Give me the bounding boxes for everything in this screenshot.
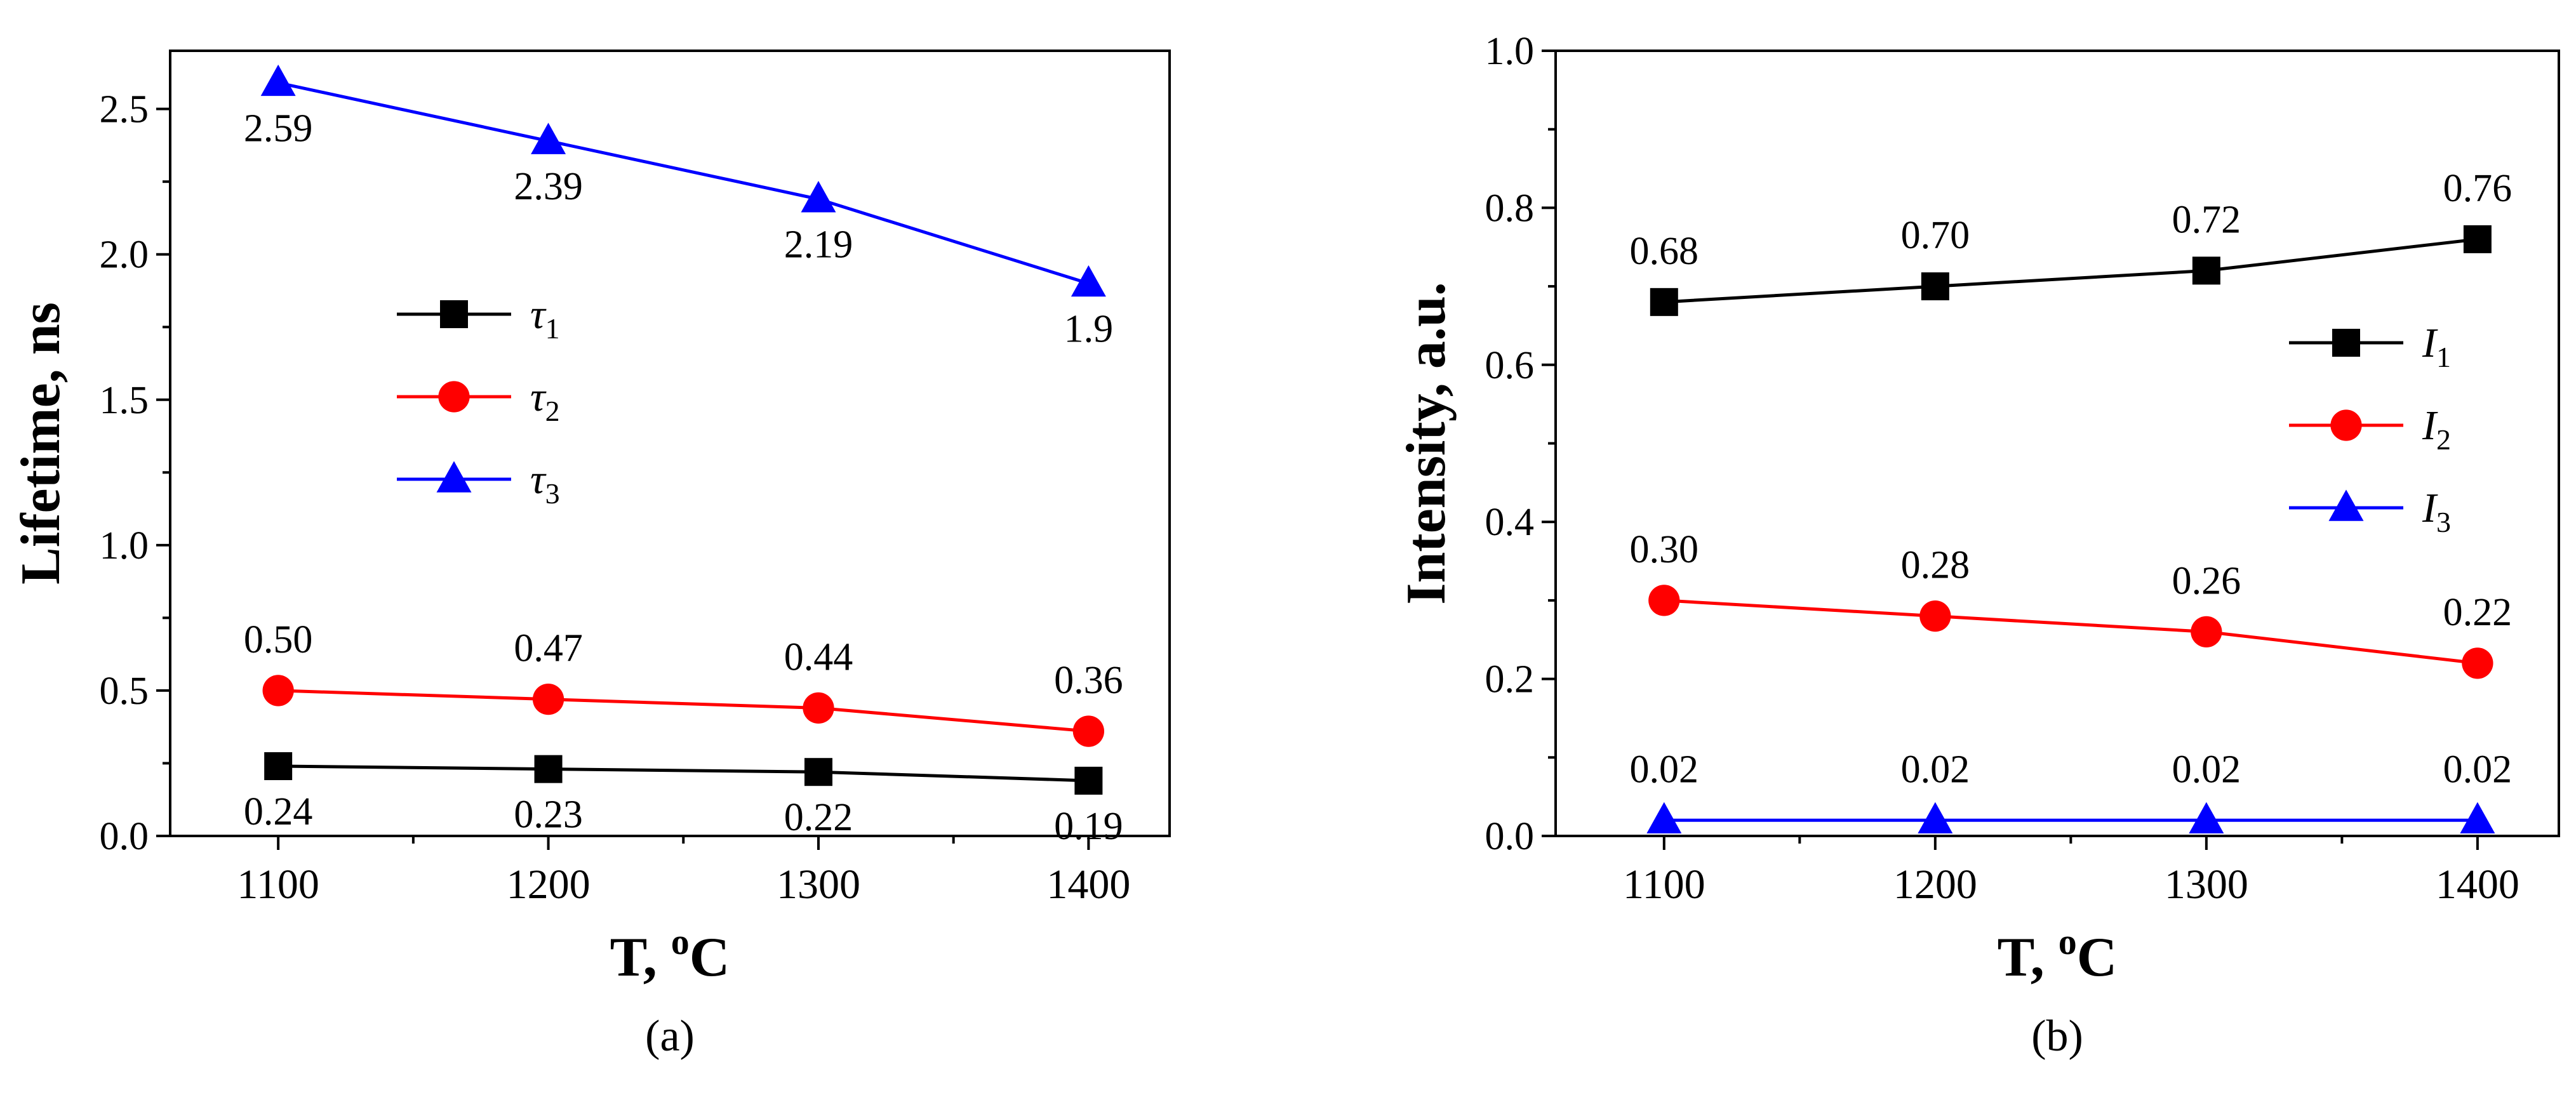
data-label-τ2: 0.47 [514,627,583,670]
data-label-τ3: 2.59 [244,107,313,150]
data-label-I1: 0.68 [1630,230,1699,273]
data-point-τ3 [801,181,836,213]
data-label-τ3: 2.39 [514,165,583,208]
data-label-I1: 0.70 [1901,214,1970,257]
x-tick-label: 1100 [237,861,319,908]
x-tick-label: 1300 [2165,861,2248,908]
data-label-I3: 0.02 [1901,748,1970,791]
y-tick-label: 1.0 [100,524,149,567]
data-label-I3: 0.02 [2443,748,2513,791]
data-point-τ1 [1074,766,1103,795]
data-label-τ1: 0.19 [1054,805,1123,848]
y-axis-title: Lifetime, ns [10,302,72,585]
x-axis-title: T, oC [610,921,730,988]
data-label-I2: 0.28 [1901,544,1970,587]
y-tick-label: 0.8 [1485,187,1535,230]
data-point-I2 [2462,647,2493,679]
data-point-I1 [1650,288,1678,316]
data-point-τ3 [1071,265,1106,297]
data-label-I3: 0.02 [2172,748,2241,791]
legend-label-I1: I1 [2422,320,2451,373]
legend-label-τ3: τ3 [530,456,560,510]
y-axis-title: Intensity, a.u. [1396,282,1457,605]
data-label-τ1: 0.23 [514,793,583,837]
plot-frame [169,50,1171,837]
data-label-τ2: 0.36 [1054,659,1123,702]
y-tick-label: 0.5 [100,670,149,713]
series-line-τ1 [278,764,1089,783]
data-label-τ1: 0.24 [244,790,313,833]
legend-label-τ1: τ1 [530,291,560,345]
data-label-I1: 0.76 [2443,167,2513,210]
data-label-τ3: 1.9 [1064,308,1114,351]
y-tick-label: 2.5 [100,88,149,131]
data-point-τ1 [804,758,832,786]
data-point-τ1 [534,755,563,783]
data-label-I2: 0.26 [2172,559,2241,602]
legend-label-I3: I3 [2422,485,2451,538]
x-tick-label: 1200 [507,861,591,908]
legend-marker-I1 [2332,329,2360,357]
series-line-τ2 [278,689,1089,733]
panel-a-lifetime-chart: 0.0 0.5 1.0 1.5 2.0 2.5 1100 1200 1300 1400 T, oC L… [10,50,1171,1061]
series-line-I2 [1664,599,2478,665]
data-point-I3 [1646,802,1682,834]
panel-b-intensity-chart: 0.0 0.2 0.4 0.6 0.8 1.0 1100 1200 1300 1400 T, oC I… [1396,30,2560,1061]
data-point-τ2 [803,692,834,724]
data-point-I2 [1919,600,1951,632]
x-tick-label: 1100 [1623,861,1705,908]
data-point-τ2 [532,684,564,715]
panel-label: (b) [2031,1012,2083,1061]
data-point-I3 [1918,802,1953,834]
y-tick-label: 0.0 [1485,815,1535,858]
legend-label-τ2: τ2 [530,374,560,427]
x-axis-title: T, oC [1998,921,2118,988]
data-label-τ2: 0.44 [784,635,853,679]
data-label-I1: 0.72 [2172,198,2241,241]
y-tick-label: 1.5 [100,379,149,422]
panel-label: (a) [645,1012,695,1061]
data-point-τ2 [1072,715,1105,747]
series-line-I1 [1664,237,2478,304]
data-point-I2 [1648,585,1680,616]
y-tick-label: 1.0 [1485,30,1535,73]
legend-marker-I2 [2330,409,2362,441]
legend-marker-τ1 [440,300,468,328]
data-label-I3: 0.02 [1630,748,1699,791]
y-tick-label: 0.2 [1485,658,1535,701]
x-tick-label: 1200 [1893,861,1977,908]
data-point-I2 [2191,616,2222,648]
data-label-τ3: 2.19 [784,223,853,267]
x-tick-label: 1300 [777,861,860,908]
data-point-τ2 [262,675,294,706]
y-tick-label: 0.6 [1485,344,1535,387]
x-tick-label: 1400 [2436,861,2519,908]
legend-label-I2: I2 [2422,402,2451,456]
data-point-I1 [2192,256,2220,285]
y-tick-label: 2.0 [100,234,149,277]
data-label-τ2: 0.50 [244,618,313,661]
data-point-I3 [2189,802,2224,834]
data-point-I1 [2463,225,2492,253]
legend-marker-τ3 [436,461,472,493]
data-point-I1 [1921,272,1949,301]
data-point-I3 [2460,802,2495,834]
series-line-τ3 [277,81,1090,285]
legend-marker-I3 [2328,489,2364,521]
y-tick-label: 0.0 [100,815,149,858]
x-tick-label: 1400 [1046,861,1130,908]
data-point-τ3 [531,123,566,154]
legend-marker-τ2 [438,381,470,413]
data-point-τ1 [264,752,293,781]
data-point-τ3 [260,64,296,96]
data-label-I2: 0.22 [2443,591,2513,634]
plot-frame [1554,50,2560,837]
data-label-τ1: 0.22 [784,796,853,839]
y-tick-label: 0.4 [1485,501,1535,544]
data-label-I2: 0.30 [1630,528,1699,571]
